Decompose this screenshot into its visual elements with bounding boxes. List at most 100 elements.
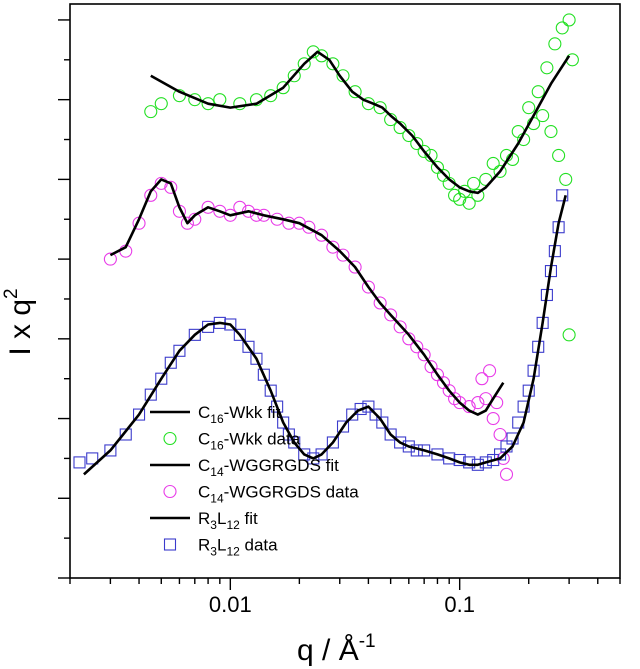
x-axis-title: q / Å-1 — [297, 631, 376, 667]
x-ticks: 0.01 0.1 — [69, 578, 621, 617]
legend-base: C — [198, 430, 210, 449]
legend-label: C14-WGGRGDS data — [198, 483, 359, 506]
data-point — [276, 81, 290, 95]
data-point — [373, 296, 387, 310]
data-point — [119, 428, 132, 441]
data-point — [233, 97, 247, 111]
series-group — [144, 13, 579, 342]
data-point — [361, 280, 375, 294]
data-point — [402, 332, 416, 346]
data-point — [548, 37, 562, 51]
data-point — [393, 121, 407, 135]
data-point — [326, 436, 339, 449]
data-point — [154, 97, 168, 111]
data-point — [188, 212, 202, 226]
data-point — [517, 400, 530, 413]
fit-line — [150, 50, 571, 195]
legend-mid: L — [217, 509, 226, 528]
data-point — [402, 440, 415, 453]
data-point — [431, 448, 444, 461]
legend-square-swatch — [163, 538, 177, 551]
data-point — [562, 328, 576, 342]
series-group — [103, 176, 514, 481]
legend-subscript: 3 — [210, 545, 217, 559]
data-point — [201, 200, 215, 214]
legend-subscript: 16 — [210, 439, 224, 453]
data-point — [326, 57, 340, 71]
data-point — [188, 328, 201, 341]
data-point — [410, 340, 424, 354]
legend-rest: -Wkk fit — [224, 403, 281, 422]
x-axis-title-main: q / Å — [297, 634, 359, 667]
data-point — [453, 192, 467, 206]
y-axis-title-main: I x q — [4, 299, 37, 356]
data-point — [536, 109, 550, 123]
data-point — [522, 101, 536, 115]
legend-circle-swatch — [163, 484, 177, 499]
data-point — [326, 240, 340, 254]
data-point — [354, 402, 367, 416]
fit-line — [83, 194, 567, 476]
legend-label: C16-Wkk fit — [198, 403, 281, 426]
data-point — [384, 308, 398, 322]
data-point — [257, 368, 270, 381]
data-point — [233, 328, 246, 341]
data-point — [483, 364, 497, 378]
data-point — [556, 189, 569, 202]
legend-mid: L — [217, 536, 226, 555]
data-point — [544, 125, 558, 139]
legend-base: C — [198, 456, 210, 475]
data-point — [362, 400, 375, 413]
data-point — [277, 416, 290, 429]
data-point — [336, 420, 350, 433]
data-point — [424, 360, 438, 374]
data-point — [493, 427, 507, 442]
legend-circle-swatch — [163, 431, 177, 446]
data-point — [348, 260, 362, 274]
data-point — [307, 452, 320, 465]
data-point — [315, 228, 329, 242]
data-point — [462, 196, 476, 210]
data-point — [552, 148, 566, 163]
legend-rest: -WGGRGDS data — [224, 483, 360, 502]
legend-label: C16-Wkk data — [198, 430, 301, 453]
legend-rest: -WGGRGDS fit — [224, 456, 339, 475]
data-point — [144, 188, 158, 202]
legend-label: R3L12 data — [198, 536, 278, 559]
data-point — [486, 412, 500, 426]
data-point — [73, 456, 86, 469]
data-point — [104, 444, 117, 457]
data-point — [336, 248, 350, 262]
data-point — [376, 416, 389, 429]
x-tick-label: 0.01 — [209, 592, 252, 617]
data-point — [410, 136, 424, 151]
legend-base: R — [198, 509, 210, 528]
data-point — [164, 180, 178, 194]
data-point — [202, 320, 215, 333]
data-point — [393, 320, 407, 334]
data-point — [164, 356, 177, 369]
legend-label: R3L12 fit — [198, 509, 258, 532]
legend-subscript: 14 — [210, 492, 224, 506]
data-point — [486, 156, 500, 170]
data-point — [467, 176, 481, 190]
legend-rest: -Wkk data — [224, 430, 301, 449]
data-point — [302, 220, 316, 234]
data-point — [242, 340, 255, 353]
data-point — [373, 101, 387, 115]
data-point — [154, 176, 168, 190]
data-point — [479, 456, 492, 469]
legend-subscript: 14 — [210, 465, 224, 479]
data-point — [402, 128, 416, 143]
data-point — [241, 204, 256, 218]
data-point — [264, 384, 277, 397]
data-point — [417, 144, 431, 159]
data-point — [298, 448, 311, 461]
data-point — [144, 388, 157, 401]
series-layer — [73, 13, 579, 481]
data-point — [417, 348, 431, 362]
legend-base: C — [198, 403, 210, 422]
data-point — [453, 396, 467, 410]
data-point — [173, 344, 186, 357]
